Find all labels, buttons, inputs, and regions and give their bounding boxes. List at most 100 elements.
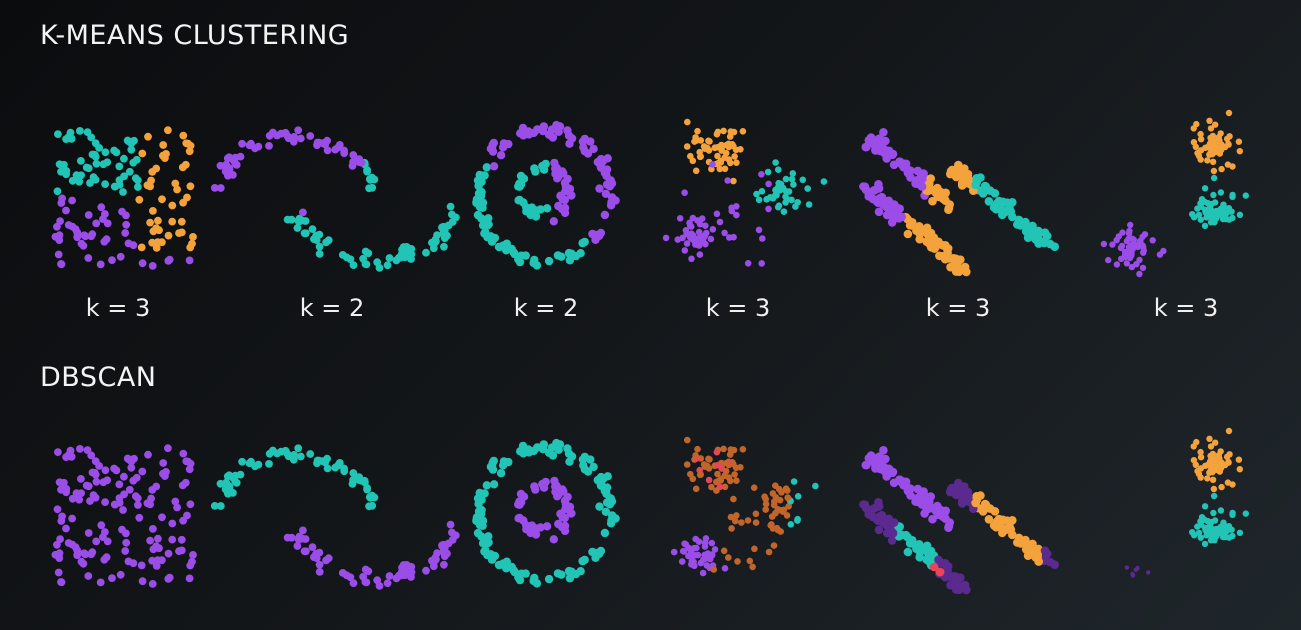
- data-point: [496, 151, 506, 160]
- data-point: [697, 153, 704, 160]
- data-point: [96, 578, 105, 587]
- data-point: [111, 182, 119, 191]
- data-point: [683, 143, 691, 150]
- data-point: [733, 159, 740, 166]
- data-point: [690, 552, 698, 559]
- data-point: [188, 239, 196, 248]
- data-point: [407, 245, 416, 253]
- data-point: [565, 256, 575, 265]
- data-point: [124, 137, 133, 146]
- data-point: [770, 501, 778, 509]
- data-point: [148, 486, 157, 494]
- data-point: [670, 548, 678, 556]
- data-point: [346, 255, 355, 264]
- data-point: [721, 165, 729, 173]
- data-point: [915, 552, 924, 562]
- data-point: [308, 543, 317, 551]
- data-point: [91, 470, 100, 479]
- data-point: [727, 513, 735, 521]
- data-point: [315, 560, 324, 569]
- data-point: [346, 573, 355, 582]
- data-point: [1198, 196, 1206, 203]
- data-point: [705, 476, 713, 484]
- data-point: [476, 506, 486, 515]
- data-point: [900, 479, 909, 488]
- data-point: [152, 224, 161, 233]
- data-point: [108, 256, 116, 264]
- data-point: [713, 487, 720, 494]
- data-point: [721, 565, 729, 572]
- data-point: [770, 542, 778, 549]
- data-point: [229, 171, 237, 179]
- data-point: [293, 542, 302, 550]
- data-point: [928, 196, 937, 206]
- data-point: [81, 550, 90, 559]
- data-point: [690, 544, 698, 552]
- data-point: [68, 196, 76, 205]
- data-point: [146, 536, 155, 545]
- data-point: [62, 524, 70, 533]
- data-point: [1207, 519, 1214, 526]
- data-point: [1204, 157, 1211, 164]
- data-point: [112, 466, 121, 475]
- data-point: [714, 143, 722, 151]
- data-point: [186, 500, 195, 509]
- data-point: [705, 147, 713, 154]
- data-point: [81, 232, 90, 241]
- data-point: [889, 518, 899, 527]
- data-point: [567, 509, 576, 518]
- data-point: [686, 233, 694, 240]
- data-point: [108, 574, 116, 582]
- data-point: [602, 171, 611, 181]
- data-point: [784, 487, 791, 494]
- data-point: [565, 567, 574, 577]
- data-point: [177, 228, 186, 237]
- data-point: [482, 163, 491, 172]
- data-point: [874, 207, 884, 217]
- data-point: [765, 180, 772, 188]
- data-point: [58, 194, 66, 203]
- data-point: [879, 446, 888, 455]
- data-point: [1207, 125, 1215, 132]
- data-point: [121, 229, 130, 237]
- data-point: [542, 522, 552, 531]
- data-point: [502, 557, 511, 566]
- data-point: [392, 574, 401, 583]
- data-point: [221, 167, 230, 176]
- data-point: [72, 171, 81, 180]
- data-point: [542, 204, 552, 213]
- data-point: [1192, 143, 1200, 150]
- data-point: [433, 549, 441, 557]
- data-point: [872, 197, 882, 206]
- data-point: [1026, 229, 1035, 238]
- data-point: [265, 131, 274, 140]
- data-point: [532, 261, 542, 270]
- data-point: [1229, 193, 1236, 200]
- data-point: [594, 231, 604, 241]
- data-point: [583, 149, 593, 158]
- data-point: [554, 201, 563, 211]
- data-point: [957, 496, 967, 506]
- data-point: [477, 214, 486, 223]
- data-point: [779, 508, 787, 515]
- data-point: [92, 537, 101, 546]
- data-point: [1013, 538, 1022, 547]
- data-point: [165, 573, 174, 582]
- data-point: [720, 547, 728, 555]
- data-point: [517, 251, 526, 260]
- data-point: [1204, 524, 1212, 531]
- data-point: [95, 462, 103, 470]
- data-point: [1212, 466, 1219, 474]
- data-point: [122, 529, 130, 538]
- data-point: [785, 503, 792, 510]
- data-point: [602, 489, 611, 499]
- data-point: [178, 163, 187, 172]
- data-point: [103, 476, 112, 485]
- data-point: [769, 490, 777, 497]
- data-point: [152, 542, 161, 551]
- data-point: [363, 166, 371, 174]
- data-point: [906, 539, 916, 548]
- data-point: [946, 580, 955, 590]
- data-point: [153, 238, 162, 247]
- data-point: [302, 229, 310, 238]
